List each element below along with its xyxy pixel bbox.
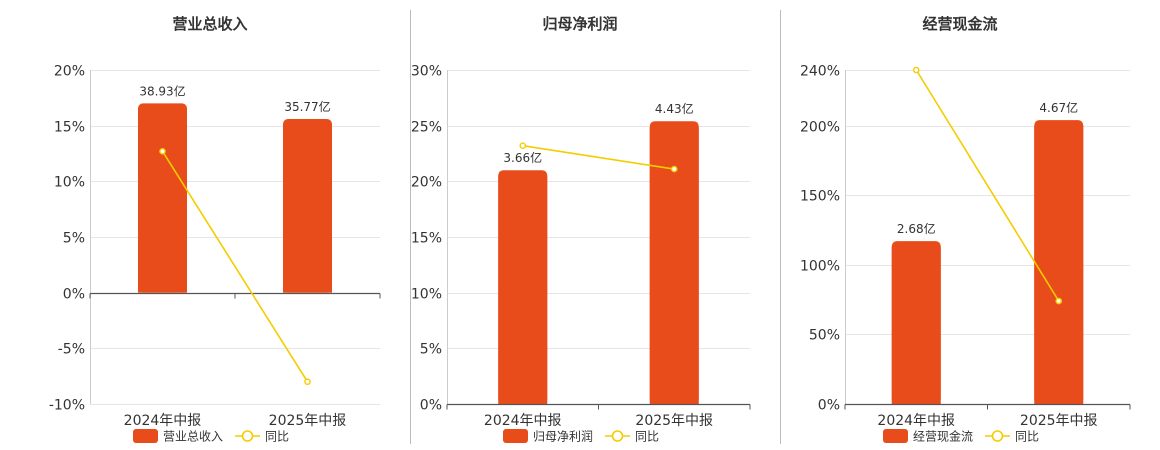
y-tick-label: 100% [800, 259, 840, 275]
y-tick-label: 15% [54, 120, 85, 136]
chart-panel-2: 归母净利润 30% 25% 20% 15% 10% 5% 0% 3.66亿 4.43亿 2024年中… [411, 15, 751, 444]
y-tick-label: 30% [411, 64, 442, 80]
y-tick-label: 10% [54, 175, 85, 191]
yoy-line [915, 69, 1060, 302]
yoy-line [161, 150, 309, 383]
bar-base [498, 176, 548, 404]
y-tick-label: 15% [411, 231, 442, 247]
bar-base [891, 247, 941, 404]
y-tick-label: 5% [63, 231, 85, 247]
chart-title: 归母净利润 [542, 15, 617, 33]
bar-data-label: 38.93亿 [139, 83, 185, 98]
x-category-label: 2025年中报 [635, 413, 713, 429]
chart-panel-3: 经营现金流 240% 200% 150% 100% 50% 0% 2.68亿 4.67亿 2024… [800, 15, 1131, 444]
y-tick-label: 25% [411, 120, 442, 136]
legend-line-label: 同比 [1015, 430, 1039, 444]
bar-data-label: 2.68亿 [897, 221, 936, 236]
chart-title: 营业总收入 [172, 15, 247, 33]
legend-line-marker [611, 430, 624, 442]
yoy-point [519, 142, 527, 150]
y-tick-label: -5% [58, 342, 85, 358]
legend-bar-label: 经营现金流 [913, 429, 973, 444]
y-tick-label: 50% [809, 328, 840, 344]
x-category-label: 2025年中报 [1020, 413, 1098, 429]
legend-bar-label: 营业总收入 [163, 430, 223, 444]
y-tick-label: -10% [49, 398, 85, 414]
yoy-point [670, 165, 678, 173]
y-tick-label: 5% [420, 342, 442, 358]
legend-bar-label: 归母净利润 [533, 430, 593, 444]
legend-bar-swatch [133, 429, 158, 443]
y-tick-label: 10% [411, 287, 442, 303]
legend-line-label: 同比 [635, 430, 659, 444]
y-tick-label: 200% [800, 120, 840, 136]
bar-data-label: 35.77亿 [284, 99, 330, 114]
yoy-line [522, 144, 675, 170]
legend-line-marker [991, 430, 1004, 442]
yoy-point [1055, 297, 1063, 305]
y-tick-label: 20% [411, 175, 442, 191]
y-tick-label: 20% [54, 64, 85, 80]
bar-base [1034, 126, 1084, 404]
y-tick-label: 0% [63, 287, 85, 303]
chart-panel-1: 营业总收入 20% 15% 10% 5% 0% -5% -10% 38.93亿 35.77亿 202… [49, 15, 381, 444]
bar-base [138, 109, 187, 293]
bar-data-label: 4.67亿 [1039, 100, 1078, 115]
yoy-point [912, 66, 920, 74]
chart-title: 经营现金流 [922, 15, 997, 33]
legend-bar-swatch [503, 429, 528, 443]
bar-base [649, 127, 699, 405]
bar-data-label: 4.43亿 [655, 101, 694, 116]
x-category-label: 2024年中报 [124, 413, 202, 429]
y-tick-label: 150% [800, 189, 840, 205]
legend-line-marker [241, 430, 254, 442]
yoy-point [159, 147, 166, 155]
x-category-label: 2024年中报 [484, 413, 562, 429]
y-tick-label: 0% [818, 398, 840, 414]
bar-base [283, 124, 332, 293]
y-tick-label: 240% [800, 64, 840, 80]
x-category-label: 2025年中报 [269, 413, 347, 429]
legend-line-label: 同比 [265, 430, 289, 444]
legend-bar-swatch [883, 429, 908, 443]
y-tick-label: 0% [420, 398, 442, 414]
x-category-label: 2024年中报 [877, 413, 955, 429]
bar-data-label: 3.66亿 [503, 150, 542, 165]
yoy-point [304, 378, 311, 386]
